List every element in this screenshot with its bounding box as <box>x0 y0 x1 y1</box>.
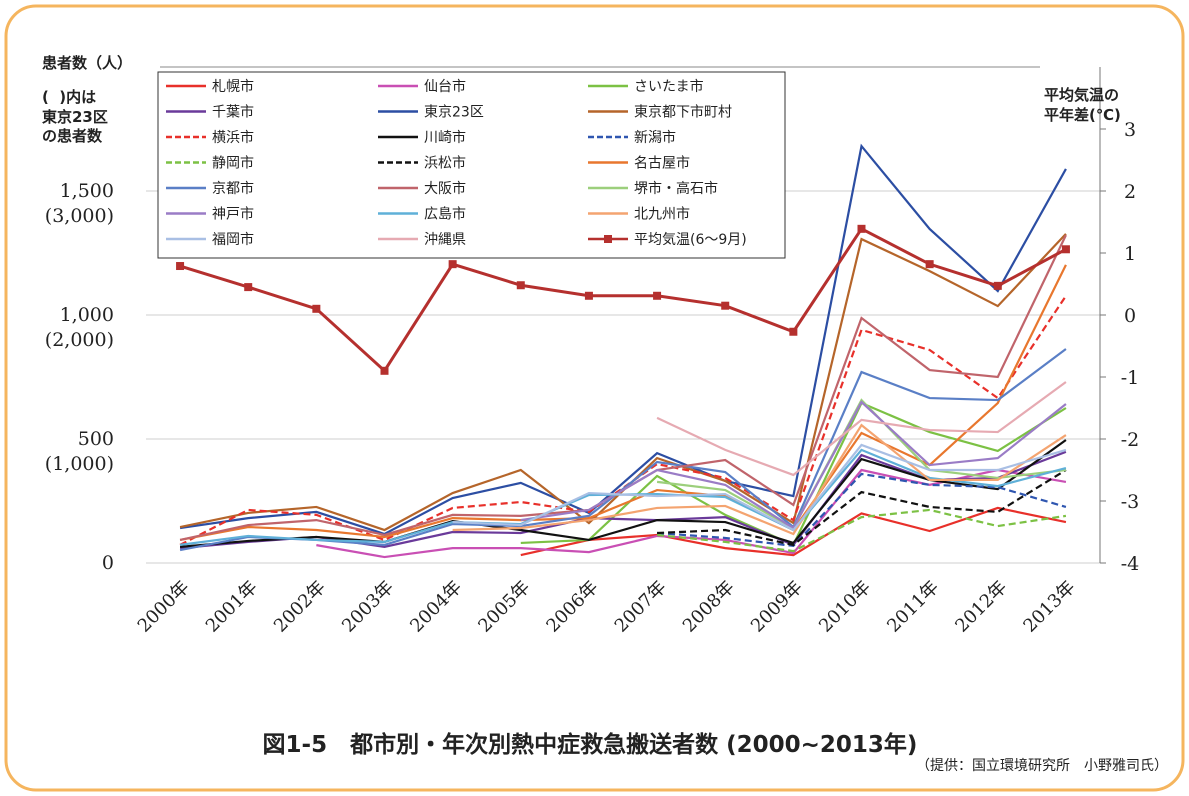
legend-label: 平均気温(6～9月) <box>634 232 747 248</box>
legend-label: 仙台市 <box>424 78 466 95</box>
legend-label: 北九州市 <box>634 206 690 223</box>
marker <box>721 301 730 310</box>
series-line <box>520 400 1067 530</box>
marker <box>653 291 662 300</box>
y2-tick-label: -2 <box>1121 429 1140 451</box>
legend-label: 札幌市 <box>212 78 254 95</box>
source: （提供：国立環境研究所 小野雅司氏） <box>916 758 1168 774</box>
legend-label: 川崎市 <box>424 129 466 146</box>
series-line <box>452 423 1067 536</box>
legend-label: 静岡市 <box>212 155 254 172</box>
legend-label: 神戸市 <box>212 206 254 223</box>
series-group <box>176 143 1070 559</box>
y2-tick-label: 1 <box>1124 243 1136 265</box>
series-line <box>179 143 1067 536</box>
y2-tick-label: 3 <box>1124 119 1136 141</box>
marker <box>584 291 593 300</box>
y-tick-label: 1,500 (3,000) <box>44 180 114 227</box>
series-line <box>656 472 1067 548</box>
legend-label: 福岡市 <box>212 231 254 248</box>
y2-tick-label: -4 <box>1121 553 1140 575</box>
legend-label: さいたま市 <box>634 78 704 95</box>
series-line <box>656 398 1067 530</box>
marker <box>448 260 457 269</box>
legend-label: 浜松市 <box>424 155 466 172</box>
series-line <box>656 508 1067 553</box>
marker <box>993 281 1002 290</box>
y2-tick-label: 0 <box>1124 305 1136 327</box>
marker <box>516 281 525 290</box>
marker <box>380 366 389 375</box>
y2-tick-label: -1 <box>1121 367 1140 389</box>
y-axis-title: 患者数（人） <box>42 54 133 72</box>
legend-label: 京都市 <box>212 180 254 197</box>
legend-marker <box>604 235 612 243</box>
legend-label: 名古屋市 <box>634 155 690 172</box>
legend-label: 堺市・高石市 <box>634 180 718 197</box>
marker <box>244 283 253 292</box>
legend-label: 大阪市 <box>424 180 466 197</box>
legend-label: 東京都下市町村 <box>634 104 732 121</box>
legend-box <box>157 71 786 259</box>
series-line <box>657 469 1067 547</box>
marker <box>176 262 185 271</box>
marker <box>1061 245 1070 254</box>
y-tick-label: 1,000 (2,000) <box>44 304 114 351</box>
legend-label: 横浜市 <box>212 129 254 146</box>
series-line <box>179 439 1067 548</box>
y2-tick-label: 2 <box>1124 181 1136 203</box>
y-tick-label: 0 <box>101 552 114 574</box>
legend-label: 東京23区 <box>424 105 484 121</box>
series-line <box>179 226 1067 374</box>
y2-axis-title: 平均気温の 平年差(℃) <box>1044 86 1121 124</box>
marker <box>312 304 321 313</box>
marker <box>789 327 798 336</box>
legend-label: 千葉市 <box>212 104 254 121</box>
marker <box>925 260 934 269</box>
y-tick-label: 500 (1,000) <box>44 428 114 475</box>
y2-tick-label: -3 <box>1121 491 1140 513</box>
series-line <box>656 381 1067 477</box>
series-line <box>179 295 1067 546</box>
y-axis-note: ( )内は 東京23区 の患者数 <box>42 88 108 145</box>
chart-title: 図1-5 都市別・年次別熱中症救急搬送者数 (2000~2013年) <box>263 731 918 758</box>
series-line <box>520 506 1067 557</box>
legend-label: 沖縄県 <box>424 232 466 248</box>
marker <box>857 224 866 233</box>
legend-label: 広島市 <box>424 206 466 223</box>
legend-label: 新潟市 <box>634 129 676 146</box>
series-line <box>452 443 1067 532</box>
